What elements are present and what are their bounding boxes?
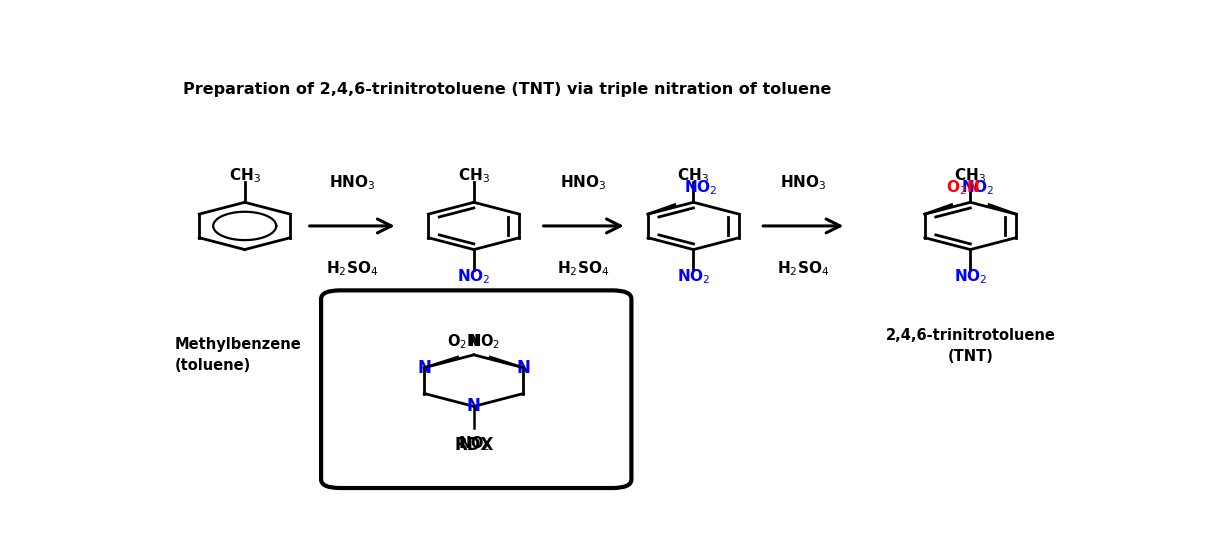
Text: N: N xyxy=(516,359,531,377)
Text: 2,4,6-trinitrotoluene: 2,4,6-trinitrotoluene xyxy=(886,328,1056,343)
Text: Preparation of 2,4,6-trinitrotoluene (TNT) via triple nitration of toluene: Preparation of 2,4,6-trinitrotoluene (TN… xyxy=(182,82,832,97)
Text: O$_2$N: O$_2$N xyxy=(447,332,479,350)
Text: NO$_2$: NO$_2$ xyxy=(684,178,718,197)
Text: N: N xyxy=(418,359,431,377)
Text: NO$_2$: NO$_2$ xyxy=(458,434,490,453)
Text: H$_2$SO$_4$: H$_2$SO$_4$ xyxy=(777,259,829,278)
Text: HNO$_3$: HNO$_3$ xyxy=(329,174,376,193)
Text: NO$_2$: NO$_2$ xyxy=(676,267,710,286)
Text: CH$_3$: CH$_3$ xyxy=(458,166,490,185)
Text: (toluene): (toluene) xyxy=(175,358,251,373)
Text: NO$_2$: NO$_2$ xyxy=(457,267,490,286)
Text: NO$_2$: NO$_2$ xyxy=(961,178,994,197)
Text: Methylbenzene: Methylbenzene xyxy=(175,336,302,352)
FancyBboxPatch shape xyxy=(322,290,632,488)
Text: CH$_3$: CH$_3$ xyxy=(229,166,261,185)
Text: HNO$_3$: HNO$_3$ xyxy=(780,174,827,193)
Text: (TNT): (TNT) xyxy=(947,349,993,364)
Text: O$_2$N: O$_2$N xyxy=(946,178,979,197)
Text: H$_2$SO$_4$: H$_2$SO$_4$ xyxy=(557,259,610,278)
Text: RDX: RDX xyxy=(455,436,494,454)
Text: NO$_2$: NO$_2$ xyxy=(468,332,500,350)
Text: CH$_3$: CH$_3$ xyxy=(955,166,987,185)
Text: CH$_3$: CH$_3$ xyxy=(678,166,710,185)
Text: HNO$_3$: HNO$_3$ xyxy=(561,174,607,193)
Text: H$_2$SO$_4$: H$_2$SO$_4$ xyxy=(326,259,378,278)
Text: NO$_2$: NO$_2$ xyxy=(954,267,987,286)
Text: N: N xyxy=(467,397,480,415)
